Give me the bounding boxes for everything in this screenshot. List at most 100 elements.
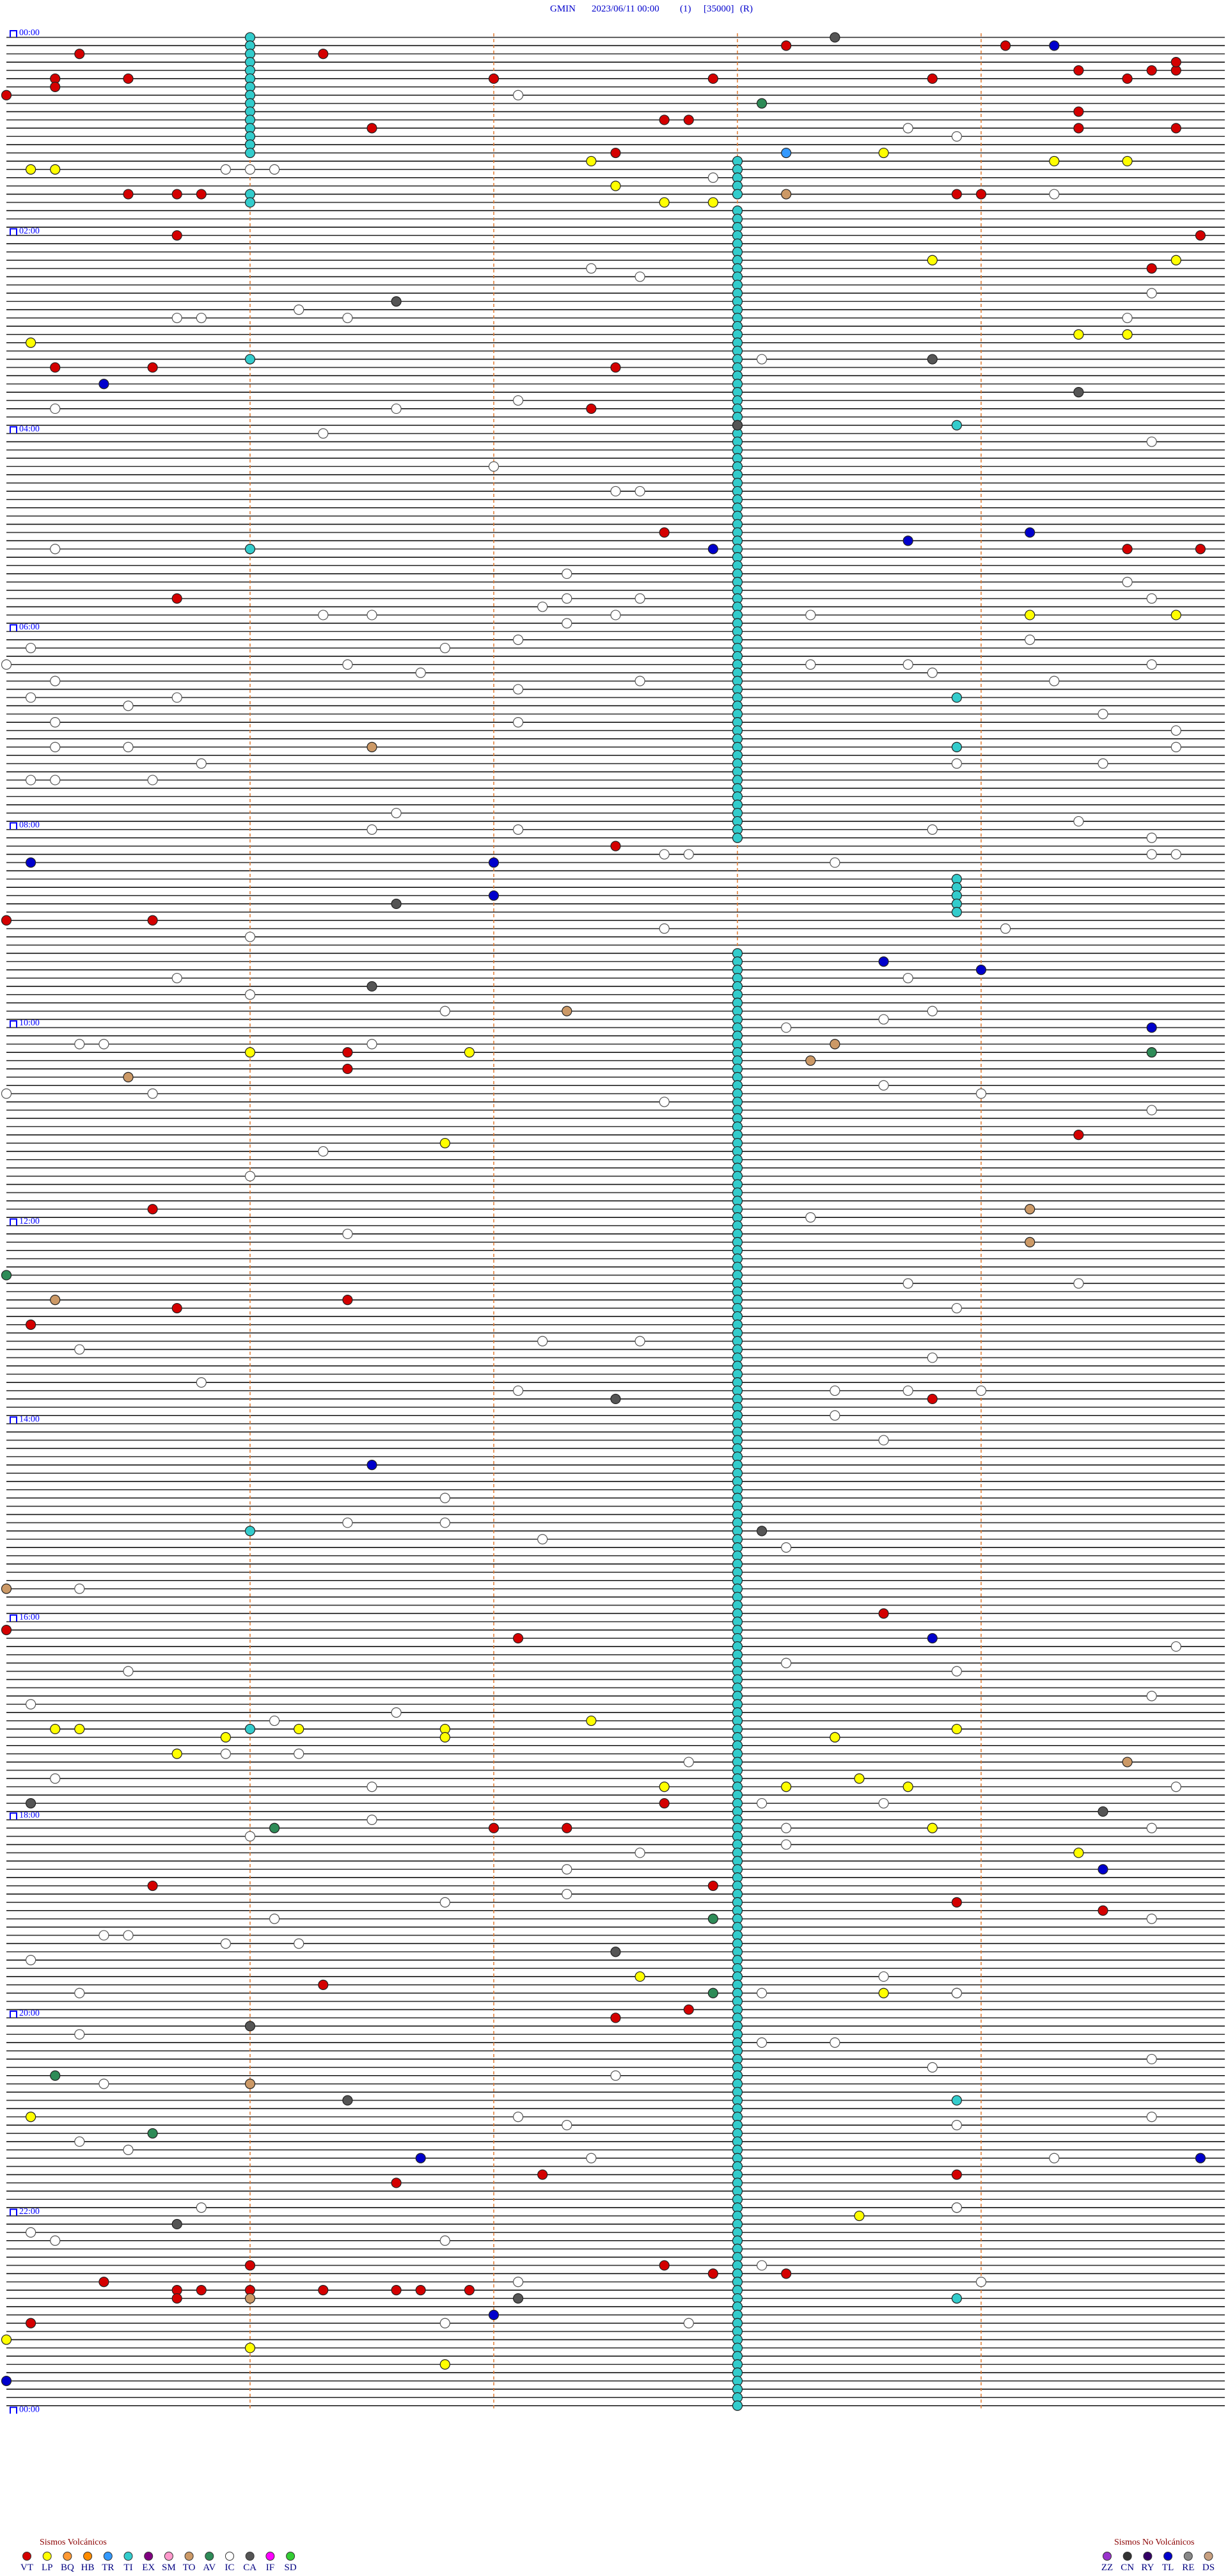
event-vt — [707, 73, 719, 84]
event-ic — [1146, 1822, 1157, 1833]
event-tl — [902, 535, 913, 546]
legend-swatch — [1204, 2552, 1213, 2561]
hour-bracket — [10, 426, 17, 434]
legend-swatch — [245, 2552, 255, 2561]
event-lp — [74, 1723, 85, 1735]
legend-code: HB — [81, 2563, 95, 2573]
event-ic — [951, 1987, 963, 1998]
event-ic — [123, 741, 134, 752]
event-lp — [586, 155, 597, 167]
event-ic — [878, 1971, 889, 1982]
event-ic — [902, 123, 913, 134]
event-lp — [1122, 329, 1133, 340]
event-ic — [927, 1352, 938, 1363]
event-ic — [244, 931, 256, 942]
event-tl — [707, 544, 719, 555]
event-ic — [244, 164, 256, 175]
event-vt — [1073, 65, 1084, 76]
event-ic — [512, 90, 524, 100]
event-ic — [927, 1006, 938, 1016]
event-ic — [951, 131, 963, 142]
legend-swatch — [1122, 2552, 1132, 2561]
event-vt — [464, 2285, 475, 2296]
event-vt — [415, 2285, 426, 2296]
events — [1, 32, 1206, 2411]
event-lp — [586, 1715, 597, 1727]
event-vt — [342, 1295, 353, 1306]
event-ti — [244, 354, 256, 365]
event-ic — [562, 593, 572, 604]
event-vt — [74, 49, 85, 59]
event-av — [147, 2128, 158, 2139]
event-ic — [902, 1278, 913, 1289]
event-vt — [171, 230, 182, 241]
event-lp — [439, 2359, 450, 2370]
event-ic — [975, 1385, 987, 1396]
event-lp — [1073, 329, 1084, 340]
event-ic — [1170, 741, 1181, 752]
event-vt — [1170, 57, 1181, 68]
legend-code: TO — [183, 2563, 196, 2573]
event-vt — [1146, 65, 1157, 76]
mode: (R) — [740, 4, 753, 14]
event-vt — [1122, 544, 1133, 555]
event-ic — [25, 1699, 36, 1710]
event-ic — [1049, 189, 1060, 200]
event-lp — [610, 180, 621, 191]
event-vt — [659, 115, 670, 125]
event-ic — [1146, 849, 1157, 860]
event-ic — [439, 1517, 450, 1528]
event-ti — [951, 2293, 963, 2304]
hour-label: 00:00 — [19, 28, 40, 38]
hour-label: 06:00 — [19, 622, 40, 632]
event-ic — [927, 2062, 938, 2073]
event-vt — [951, 1897, 963, 1908]
legend-swatch — [123, 2552, 133, 2561]
event-ic — [50, 717, 61, 728]
event-ic — [634, 1336, 645, 1347]
legend-code: TL — [1162, 2563, 1174, 2573]
dividers — [249, 33, 982, 2410]
event-ic — [1170, 1782, 1181, 1792]
event-ic — [830, 857, 840, 868]
event-ic — [659, 923, 670, 934]
event-ic — [25, 642, 36, 654]
event-ic — [610, 486, 621, 497]
event-ic — [586, 263, 597, 274]
legend-swatch — [1163, 2552, 1173, 2561]
legend-code: SM — [162, 2563, 176, 2573]
event-ca — [610, 1393, 621, 1405]
event-lp — [830, 1732, 840, 1742]
event-ic — [659, 1096, 670, 1107]
event-lp — [707, 197, 719, 208]
event-ic — [512, 717, 524, 728]
event-tl — [1146, 1022, 1157, 1033]
event-ic — [439, 1006, 450, 1016]
event-to — [1025, 1204, 1035, 1215]
event-lp — [1122, 155, 1133, 167]
event-tl — [1098, 1864, 1108, 1875]
event-ic — [147, 775, 158, 786]
event-ic — [220, 164, 231, 175]
datetime: 2023/06/11 00:00 — [592, 4, 659, 14]
hour-label: 10:00 — [19, 1018, 40, 1028]
event-vt — [562, 1822, 572, 1833]
event-ca — [927, 354, 938, 365]
legend-swatch — [63, 2552, 72, 2561]
event-vt — [1098, 1905, 1108, 1916]
event-ic — [74, 2029, 85, 2040]
event-vt — [488, 73, 500, 84]
event-to — [1122, 1757, 1133, 1767]
event-ic — [1122, 576, 1133, 587]
legend-swatch — [103, 2552, 113, 2561]
event-ic — [586, 2153, 597, 2163]
event-tl — [98, 379, 109, 390]
event-ic — [74, 1583, 85, 1594]
event-to — [1025, 1237, 1035, 1247]
event-vt — [123, 73, 134, 84]
legend-code: DS — [1202, 2563, 1215, 2573]
event-ic — [50, 1773, 61, 1784]
event-tl — [1049, 40, 1060, 51]
event-ca — [391, 898, 402, 910]
event-vt — [512, 1632, 524, 1644]
